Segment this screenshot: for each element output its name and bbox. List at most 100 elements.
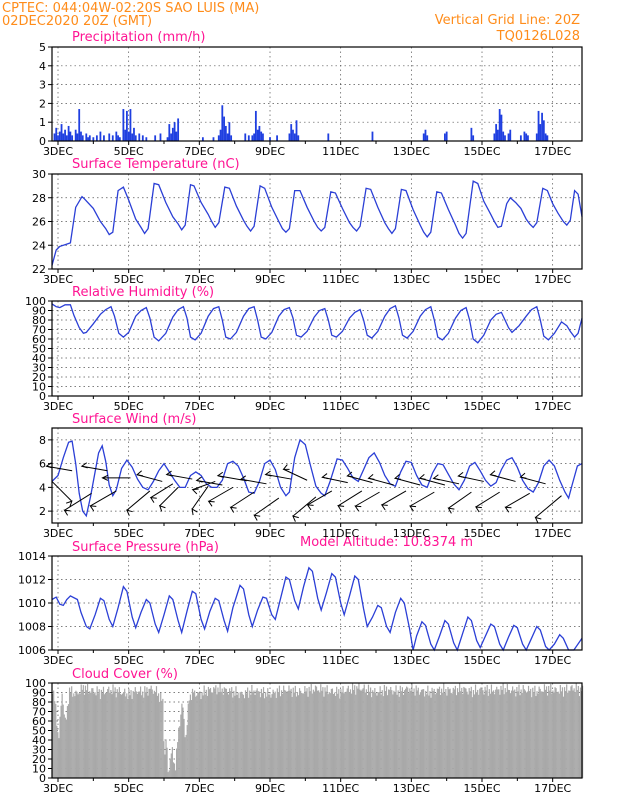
cloud-bar (417, 687, 419, 778)
series-line (51, 180, 583, 266)
x-tick-label: 17DEC (534, 145, 571, 158)
cloud-bar (521, 692, 523, 778)
cloud-bar (160, 692, 162, 778)
cloud-bar (315, 686, 318, 778)
wind-vector (409, 491, 435, 507)
panels: Precipitation (mm/h) 0 1 2 3 4 5 3DEC 5DEC 7DEC 9D… (18, 30, 584, 795)
cloud-bar (147, 695, 149, 778)
x-tick-label: 7DEC (184, 273, 214, 286)
x-tick-label: 11DEC (322, 654, 359, 667)
cloud-bar (396, 694, 398, 778)
y-tick-label: 4 (39, 481, 46, 494)
cloud-bar (230, 691, 232, 778)
cloud-bar (73, 693, 75, 778)
cloud-bar (62, 704, 64, 778)
precip-bar (219, 129, 222, 141)
y-tick-label: 80 (32, 696, 46, 709)
cloud-bar (128, 688, 130, 778)
x-tick-label: 15DEC (463, 145, 500, 158)
wind-vector (159, 487, 179, 507)
x-tick-label: 9DEC (255, 400, 285, 413)
y-tick-label: 1006 (18, 644, 46, 657)
precip-bar (117, 135, 119, 141)
cloud-bar (362, 688, 364, 778)
precip-bar (228, 122, 231, 141)
cloud-bar (202, 695, 204, 778)
precip-bar (292, 129, 294, 141)
wind-arrowhead (158, 504, 166, 512)
y-tick-label: 2 (39, 505, 46, 518)
y-tick-label: 24 (32, 239, 46, 252)
cloud-bar (102, 686, 105, 778)
x-tick-label: 5DEC (114, 273, 144, 286)
cloud-bar (84, 685, 87, 778)
cloud-bar (566, 684, 568, 778)
precip-bar (115, 131, 118, 141)
wind-arrowhead (306, 504, 314, 511)
cloud-bar (176, 748, 178, 778)
precip-bar (111, 135, 114, 141)
x-tick-label: 7DEC (184, 782, 214, 795)
cloud-bar (105, 692, 107, 778)
cloud-bar (428, 695, 430, 778)
cloud-bar (307, 696, 309, 778)
cloud-bar (118, 687, 120, 778)
cloud-bar (81, 689, 83, 778)
cloud-bar (541, 691, 543, 778)
x-tick-label: 17DEC (534, 273, 571, 286)
cloud-bar (370, 687, 372, 778)
cloud-bar (355, 694, 357, 778)
cloud-bar (363, 684, 365, 778)
cloud-bar (371, 697, 373, 778)
cloud-bar (400, 691, 402, 778)
y-tick-label: 1014 (18, 550, 46, 563)
precip-bar (133, 127, 135, 141)
y-tick-label: 10 (32, 381, 46, 394)
cloud-bar (579, 687, 582, 778)
cloud-bar (112, 684, 114, 778)
precip-bar (88, 135, 91, 141)
cloud-bar (429, 691, 431, 778)
cloud-bar (96, 686, 98, 778)
y-tick-label: 5 (39, 41, 46, 54)
precip-bar (127, 131, 130, 141)
cloud-bar (575, 683, 577, 778)
precip-bar (253, 133, 256, 141)
precip-bar (470, 127, 473, 141)
cloud-bar (149, 688, 151, 778)
cloud-bar (288, 685, 290, 778)
precip-bar (251, 135, 254, 141)
cloud-bar (472, 690, 475, 778)
y-tick-label: 0 (39, 390, 46, 403)
cloud-bar (563, 687, 566, 778)
cloud-bar (132, 690, 134, 778)
cloud-bar (427, 685, 429, 778)
cloud-bar (282, 693, 284, 778)
y-tick-label: 22 (32, 263, 46, 276)
precip-bar (500, 114, 503, 141)
cloud-bar (504, 688, 506, 778)
x-tick-label: 15DEC (463, 527, 500, 540)
panel-title: Surface Pressure (hPa) (72, 540, 219, 555)
precip-bar (154, 135, 157, 141)
wind-arrowhead (367, 473, 375, 480)
cloud-bar (407, 687, 409, 778)
panel-4: Surface Wind (m/s) 2 4 6 8 3DEC 5DEC 7DEC 9DEC 11… (39, 412, 583, 540)
y-tick-label: 4 (39, 60, 46, 73)
cloud-bar (295, 696, 297, 778)
wind-vector (475, 491, 500, 508)
y-tick-label: 40 (32, 734, 46, 747)
cloud-bar (378, 692, 380, 778)
cloud-bar (463, 686, 465, 778)
cloud-bar (514, 689, 516, 778)
precip-bar (64, 129, 66, 141)
wind-arrowhead (149, 496, 157, 503)
cloud-bar (562, 696, 565, 778)
x-tick-label: 9DEC (255, 654, 285, 667)
x-tick-label: 11DEC (322, 527, 359, 540)
cloud-bar (264, 698, 266, 778)
cloud-bar (276, 688, 278, 778)
cloud-bar (275, 697, 277, 778)
cloud-bar (499, 694, 501, 778)
cloud-bar (65, 719, 67, 778)
